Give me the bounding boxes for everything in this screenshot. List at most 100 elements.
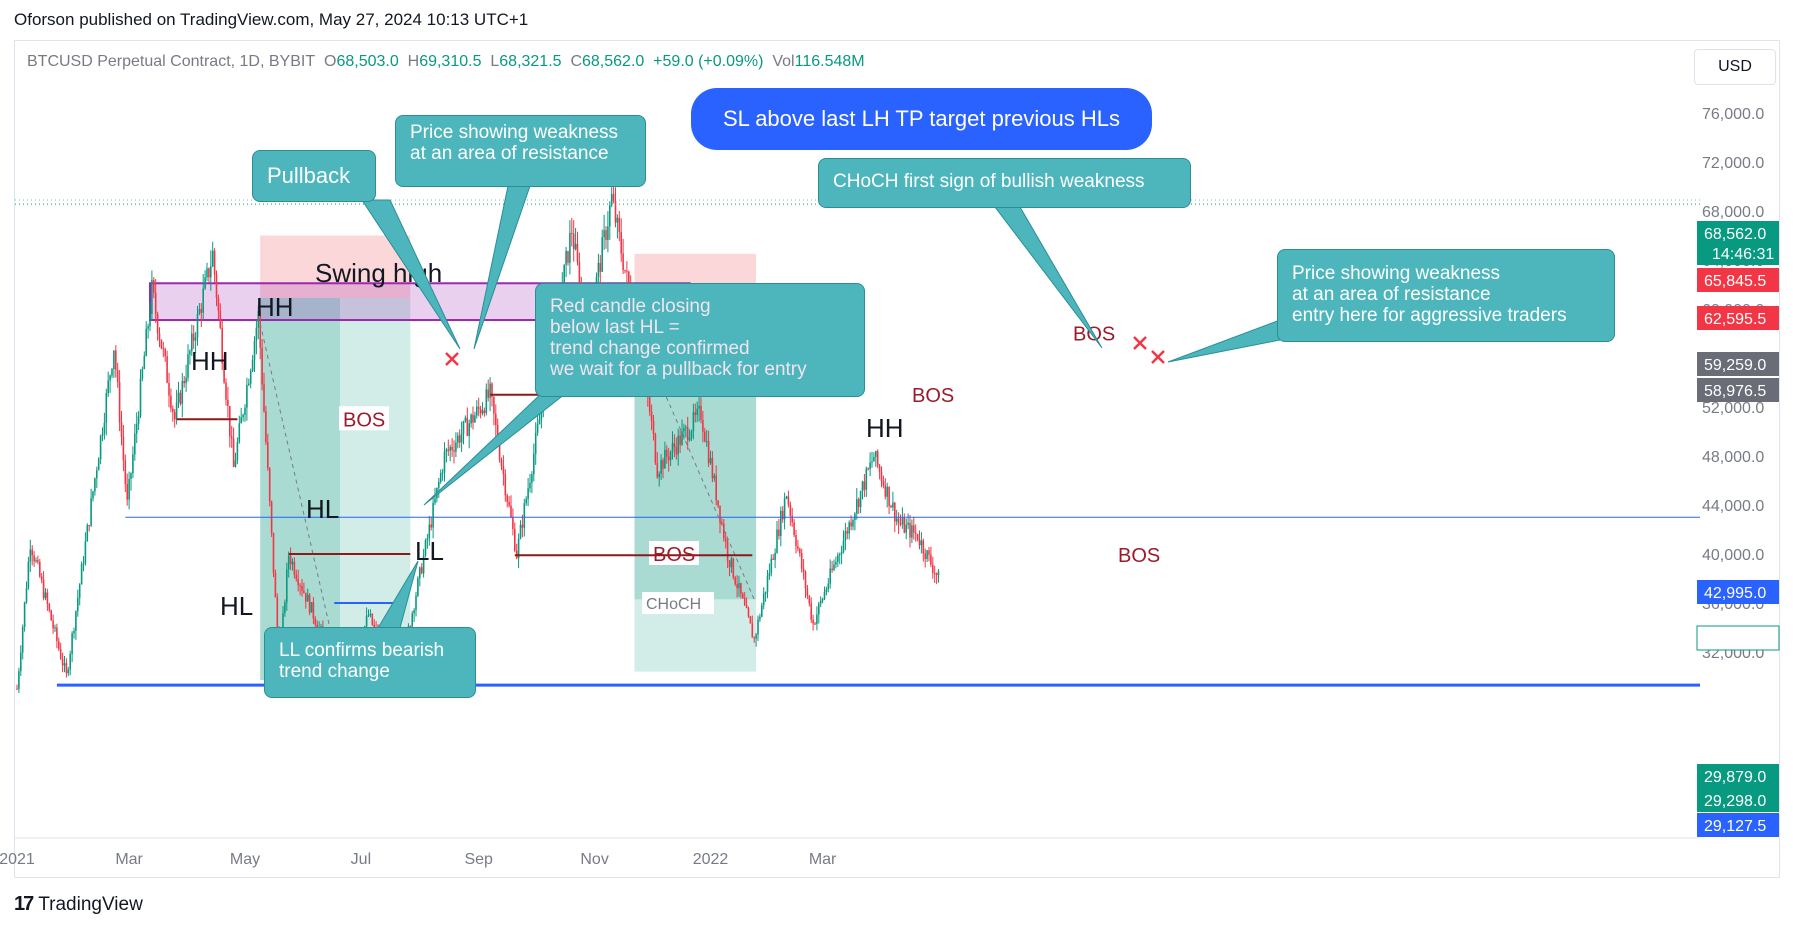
symbol-name: BTCUSD Perpetual Contract, 1D, BYBIT bbox=[27, 53, 316, 70]
candle-body bbox=[688, 437, 691, 441]
candle-body bbox=[508, 501, 510, 506]
candle-body bbox=[158, 333, 161, 340]
candle-body bbox=[673, 443, 676, 448]
candle-body bbox=[867, 468, 869, 470]
candle-body bbox=[126, 483, 128, 500]
candle-body bbox=[736, 584, 738, 589]
candle-body bbox=[33, 555, 35, 562]
candle-body bbox=[609, 205, 611, 227]
candle-body bbox=[837, 555, 839, 562]
y-tick-label: 52,000.0 bbox=[1702, 400, 1764, 417]
candle-body bbox=[616, 217, 619, 223]
candle-body bbox=[82, 563, 85, 565]
candle-body bbox=[865, 468, 868, 490]
candle-body bbox=[677, 435, 679, 455]
candle-body bbox=[153, 279, 155, 293]
candle-body bbox=[191, 333, 193, 352]
y-tick-label: 44,000.0 bbox=[1702, 498, 1764, 515]
tradingview-mark-icon: 17 bbox=[14, 893, 34, 915]
candle-body bbox=[705, 441, 708, 443]
drawing-lines bbox=[56, 316, 1700, 687]
candle-body bbox=[871, 461, 873, 463]
candle-body bbox=[728, 560, 731, 568]
candle-body bbox=[50, 610, 52, 621]
candle-body bbox=[502, 466, 505, 475]
candle-body bbox=[52, 620, 54, 629]
candle-body bbox=[920, 540, 923, 546]
candle-body bbox=[86, 525, 89, 542]
candle-body bbox=[198, 308, 201, 314]
candle-body bbox=[151, 279, 153, 315]
candle-body bbox=[268, 468, 271, 502]
candle-body bbox=[840, 551, 843, 555]
candle-body bbox=[856, 499, 858, 514]
candle-body bbox=[823, 591, 826, 599]
candle-body bbox=[928, 550, 930, 555]
candle-body bbox=[139, 378, 142, 417]
candle-body bbox=[521, 524, 524, 528]
candle-body bbox=[251, 359, 254, 371]
x-tick-label: Jul bbox=[351, 851, 371, 868]
price-tag-value: 58,976.5 bbox=[1704, 383, 1766, 400]
candle-body bbox=[884, 485, 887, 497]
candle-body bbox=[890, 505, 892, 508]
sl-tp-banner: SL above last LH TP target previous HLs bbox=[691, 88, 1152, 150]
candle-body bbox=[73, 630, 75, 634]
candle-body bbox=[664, 449, 666, 469]
candle-body bbox=[67, 669, 70, 674]
candle-body bbox=[88, 525, 90, 527]
candle-body bbox=[933, 573, 936, 575]
candle-body bbox=[909, 522, 911, 538]
candle-body bbox=[648, 393, 651, 412]
candle-body bbox=[128, 478, 130, 500]
candle-body bbox=[417, 578, 419, 596]
candle-body bbox=[59, 648, 62, 659]
candle-body bbox=[517, 538, 520, 559]
candle-body bbox=[367, 615, 370, 617]
candle-body bbox=[177, 392, 180, 403]
candle-body bbox=[424, 540, 427, 556]
candle-body bbox=[470, 414, 472, 424]
bos-label: BOS bbox=[653, 544, 695, 566]
candle-body bbox=[369, 613, 372, 616]
candle-body bbox=[869, 462, 871, 469]
candle-body bbox=[145, 328, 147, 356]
candle-body bbox=[229, 405, 231, 437]
price-tag-value: 42,995.0 bbox=[1704, 585, 1766, 602]
candle-body bbox=[764, 591, 767, 594]
candle-body bbox=[135, 423, 138, 434]
candle-body bbox=[451, 446, 453, 451]
candle-body bbox=[65, 663, 68, 674]
candle-body bbox=[48, 603, 51, 611]
tradingview-logo[interactable]: 17 TradingView bbox=[14, 893, 143, 916]
candle-body bbox=[892, 502, 894, 508]
candle-body bbox=[419, 567, 421, 579]
candle-body bbox=[445, 449, 448, 452]
candle-body bbox=[305, 592, 307, 602]
candle-body bbox=[293, 561, 296, 575]
x-tick-label: Mar bbox=[809, 851, 837, 868]
chart-pane[interactable] bbox=[14, 40, 1780, 878]
weakness-callout-2: Price showing weakness at an area of resi… bbox=[1277, 249, 1615, 342]
candle-body bbox=[859, 491, 862, 508]
candle-body bbox=[778, 529, 780, 537]
candle-body bbox=[249, 370, 252, 384]
candle-body bbox=[189, 351, 191, 355]
candle-body bbox=[723, 523, 725, 539]
hh-label: HH bbox=[256, 292, 294, 322]
candle-body bbox=[876, 451, 879, 466]
candle-body bbox=[605, 230, 607, 241]
candle-body bbox=[827, 583, 830, 590]
candle-body bbox=[738, 583, 740, 589]
candle-body bbox=[438, 481, 440, 488]
candle-body bbox=[58, 641, 60, 649]
candle-body bbox=[415, 595, 417, 611]
choch-label-bg bbox=[642, 592, 714, 614]
price-tag bbox=[1696, 625, 1780, 651]
candle-body bbox=[567, 251, 569, 263]
currency-selector[interactable]: USD bbox=[1694, 49, 1776, 85]
ll-confirms-callout: LL confirms bearish trend change bbox=[264, 627, 476, 698]
candle-body bbox=[880, 471, 883, 482]
publish-credit: Oforson published on TradingView.com, Ma… bbox=[14, 10, 529, 29]
candle-body bbox=[118, 381, 121, 423]
